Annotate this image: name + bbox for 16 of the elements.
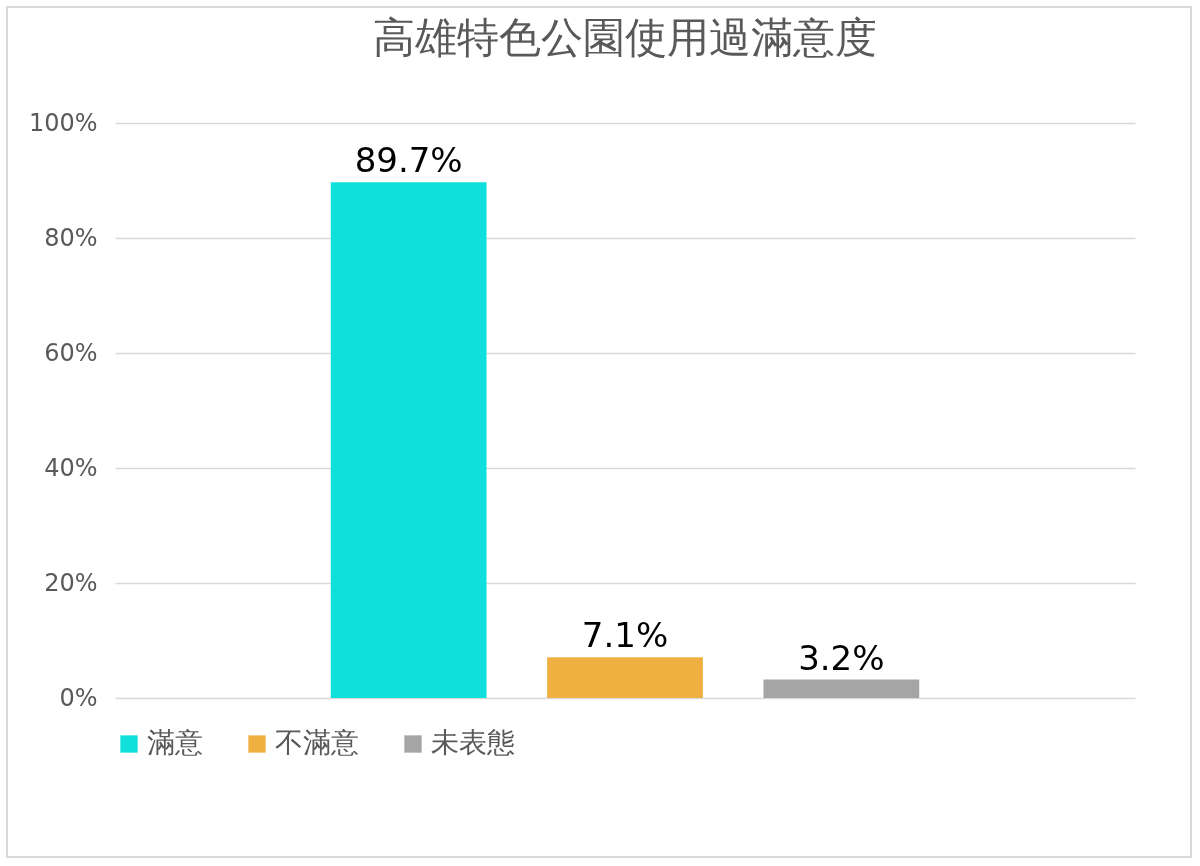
y-tick-label: 0% [59,683,98,712]
bar [547,657,703,698]
y-tick-label: 40% [44,453,98,482]
data-label: 7.1% [581,615,669,656]
bar [330,182,487,698]
legend-label: 不滿意 [275,726,359,759]
data-label: 3.2% [798,637,885,678]
y-tick-label: 20% [44,568,98,597]
y-tick-label: 80% [44,223,98,252]
legend-label: 未表態 [431,726,515,759]
data-label: 89.7% [354,140,463,181]
bar [763,679,920,698]
chart-title: 高雄特色公園使用過滿意度 [373,13,877,62]
y-tick-label: 60% [44,338,98,367]
legend-label: 滿意 [147,726,203,759]
y-tick-label: 100% [28,108,98,137]
